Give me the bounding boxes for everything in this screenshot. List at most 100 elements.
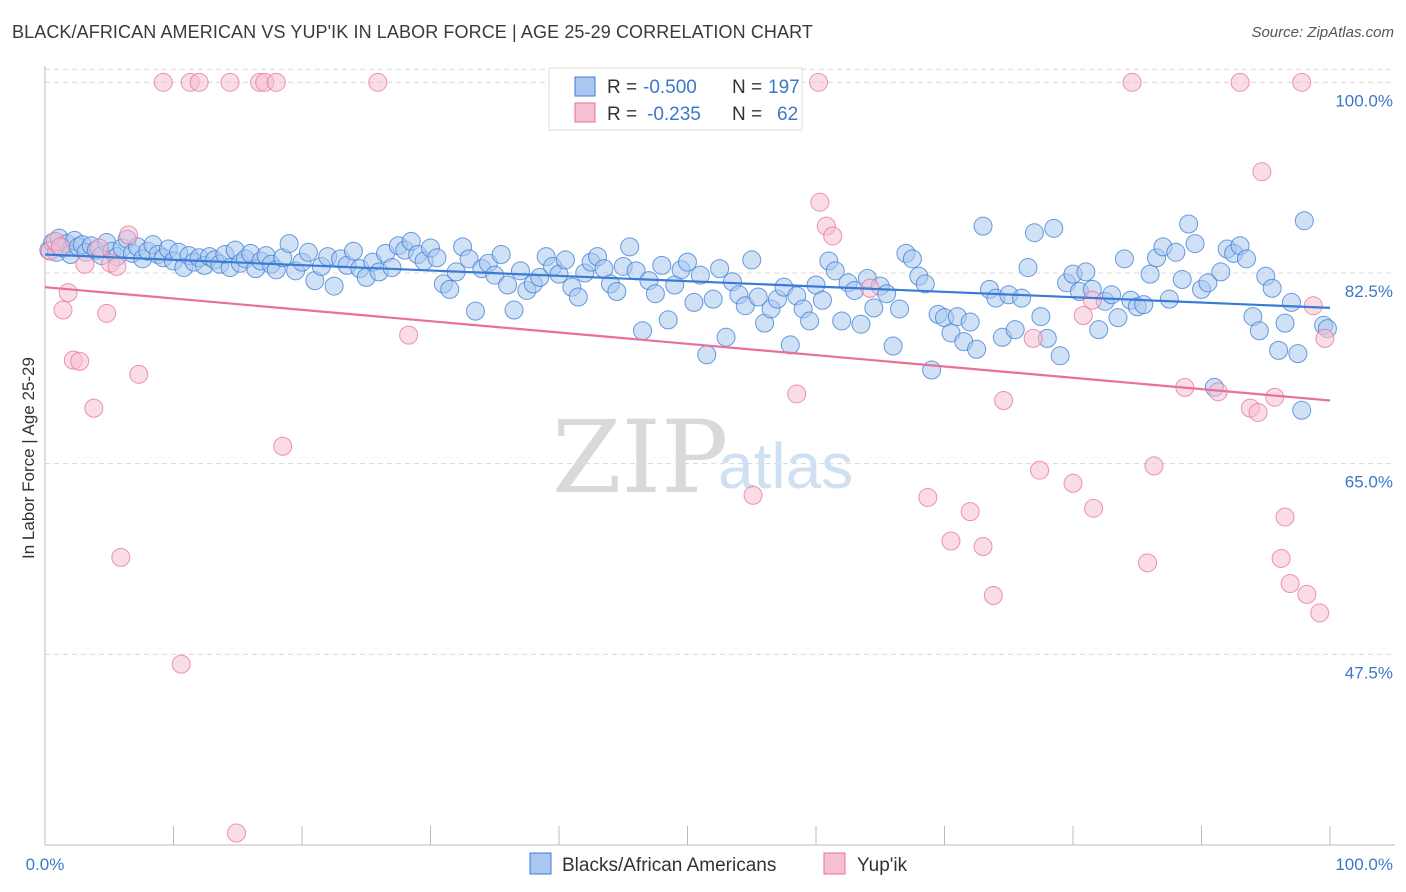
blacks-point-148 (915, 274, 935, 294)
blacks-point-77 (459, 249, 479, 269)
yupik-point-42 (1030, 460, 1050, 480)
blacks-point-142 (877, 284, 897, 304)
blacks-point-182 (1134, 295, 1154, 315)
y-tick-label-0: 100.0% (1335, 91, 1393, 110)
blacks-point-121 (742, 250, 762, 270)
yupik-point-37 (960, 502, 980, 522)
blacks-point-115 (703, 289, 723, 309)
watermark: ZIP atlas (552, 399, 853, 516)
blacks-point-59 (343, 241, 363, 261)
blacks-point-206 (1288, 344, 1308, 364)
blacks-point-177 (1102, 285, 1122, 305)
watermark-zip: ZIP (552, 399, 728, 516)
yupik-point-31 (810, 192, 830, 212)
blacks-point-189 (1179, 214, 1199, 234)
yupik-point-33 (823, 226, 843, 246)
yupik-point-57 (1271, 548, 1291, 568)
blacks-point-84 (504, 300, 524, 320)
yupik-point-40 (994, 390, 1014, 410)
blacks-point-88 (530, 267, 550, 287)
yupik-point-25 (273, 436, 293, 456)
blacks-point-157 (973, 216, 993, 236)
yupik-point-30 (809, 72, 829, 92)
blacks-point-107 (652, 255, 672, 275)
blacks-point-83 (498, 275, 518, 295)
yupik-point-64 (1315, 328, 1335, 348)
blacks-point-175 (1089, 320, 1109, 340)
blacks-point-186 (1159, 289, 1179, 309)
yupik-point-26 (368, 72, 388, 92)
blacks-point-116 (710, 259, 730, 279)
blacks-point-117 (716, 327, 736, 347)
blacks-point-205 (1281, 292, 1301, 312)
legend-n-label-pink: N = (732, 104, 762, 125)
blacks-point-82 (491, 244, 511, 264)
blacks-point-208 (1294, 211, 1314, 231)
blacks-point-207 (1292, 400, 1312, 420)
blacks-point-132 (812, 290, 832, 310)
yupik-point-17 (171, 654, 191, 674)
blacks-point-100 (607, 282, 627, 302)
y-axis-label: In Labor Force | Age 25-29 (19, 357, 38, 559)
blacks-point-102 (620, 237, 640, 257)
blacks-point-163 (1012, 288, 1032, 308)
yupik-point-29 (787, 384, 807, 404)
y-tick-label-3: 47.5% (1345, 663, 1393, 682)
series-yupik-points (40, 72, 1335, 843)
blacks-point-202 (1262, 278, 1282, 298)
blacks-point-204 (1275, 313, 1295, 333)
blacks-point-134 (825, 261, 845, 281)
blacks-point-127 (780, 335, 800, 355)
blacks-point-168 (1044, 218, 1064, 238)
blacks-point-155 (960, 312, 980, 332)
series-blacks-points (39, 211, 1337, 420)
yupik-point-8 (84, 398, 104, 418)
yupik-point-58 (1275, 507, 1295, 527)
blacks-point-122 (748, 287, 768, 307)
y-tick-label-2: 65.0% (1345, 473, 1393, 492)
yupik-point-63 (1310, 603, 1330, 623)
blacks-point-143 (883, 336, 903, 356)
yupik-point-4 (58, 283, 78, 303)
blacks-point-78 (465, 301, 485, 321)
legend-n-label-blue: N = (732, 77, 762, 98)
blacks-point-111 (678, 252, 697, 272)
bottom-legend-swatch-blue (529, 852, 552, 875)
blacks-point-173 (1076, 262, 1096, 282)
blacks-point-135 (832, 311, 852, 331)
blacks-point-114 (697, 345, 717, 365)
yupik-point-16 (153, 72, 173, 92)
blacks-point-81 (485, 265, 505, 285)
blacks-point-74 (440, 279, 460, 299)
yupik-point-27 (399, 325, 419, 345)
legend-swatch-pink (574, 102, 596, 123)
blacks-point-144 (890, 299, 910, 319)
blacks-point-166 (1031, 307, 1051, 327)
blacks-point-113 (690, 265, 710, 285)
yupik-point-21 (226, 823, 246, 843)
bottom-legend-swatch-pink (823, 852, 846, 875)
legend-swatch-blue (574, 76, 596, 97)
blacks-point-187 (1166, 242, 1186, 262)
yupik-point-9 (89, 238, 109, 258)
yupik-point-55 (1252, 162, 1272, 182)
blacks-point-112 (684, 292, 704, 312)
blacks-point-169 (1050, 346, 1070, 366)
blacks-point-188 (1172, 270, 1192, 290)
yupik-point-15 (129, 364, 149, 384)
legend-r-value-pink: -0.235 (647, 104, 701, 125)
blacks-point-190 (1185, 234, 1205, 254)
bottom-legend-label-pink: Yup'ik (857, 855, 908, 876)
blacks-point-106 (645, 284, 665, 304)
blacks-point-178 (1108, 308, 1128, 328)
yupik-point-36 (941, 531, 961, 551)
stats-legend: R = -0.500 N = 197 R = -0.235 N = 62 (548, 67, 803, 131)
watermark-atlas: atlas (718, 430, 853, 502)
blacks-point-203 (1269, 340, 1289, 360)
blacks-point-94 (568, 287, 588, 307)
yupik-point-52 (1230, 72, 1250, 92)
yupik-point-12 (107, 256, 127, 276)
yupik-point-43 (1063, 473, 1083, 493)
legend-n-value-blue: 197 (768, 77, 800, 98)
